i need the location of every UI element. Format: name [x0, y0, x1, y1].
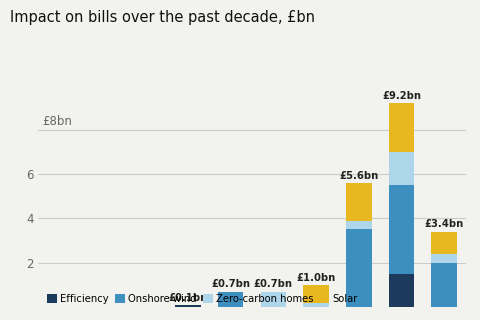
Text: £9.2bn: £9.2bn	[382, 91, 421, 101]
Bar	[389, 152, 414, 185]
Legend: Efficiency, Onshore wind, Zero-carbon homes, Solar: Efficiency, Onshore wind, Zero-carbon ho…	[43, 290, 361, 308]
Text: £0.7bn: £0.7bn	[211, 279, 250, 289]
Bar	[432, 254, 457, 263]
Text: £0.7bn: £0.7bn	[254, 279, 293, 289]
Text: £5.6bn: £5.6bn	[339, 171, 378, 180]
Bar	[303, 303, 329, 307]
Text: £0.1bn: £0.1bn	[168, 293, 207, 303]
Bar	[303, 285, 329, 303]
Bar	[346, 220, 372, 229]
Bar	[218, 292, 243, 307]
Text: £8bn: £8bn	[43, 116, 72, 128]
Bar	[346, 229, 372, 307]
Bar	[432, 232, 457, 254]
Bar	[346, 183, 372, 220]
Bar	[389, 103, 414, 152]
Bar	[261, 292, 286, 307]
Bar	[389, 185, 414, 274]
Text: Impact on bills over the past decade, £bn: Impact on bills over the past decade, £b…	[10, 10, 314, 25]
Bar	[389, 274, 414, 307]
Bar	[432, 263, 457, 307]
Bar	[175, 305, 201, 307]
Text: £3.4bn: £3.4bn	[425, 220, 464, 229]
Text: £1.0bn: £1.0bn	[297, 273, 336, 283]
